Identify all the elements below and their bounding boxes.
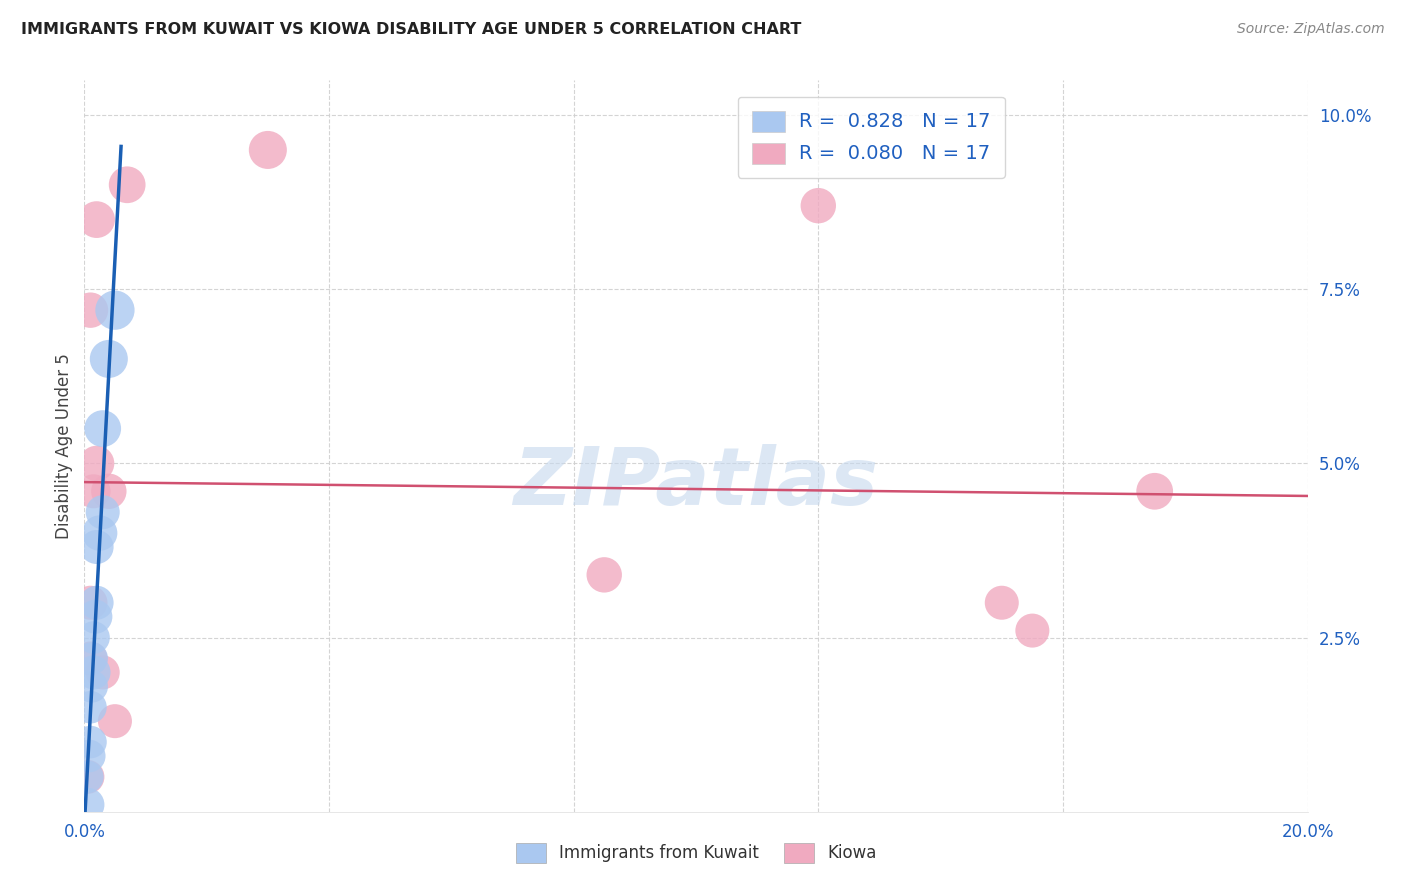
Point	[91, 421, 114, 435]
Point	[83, 484, 105, 499]
Point	[83, 631, 105, 645]
Text: IMMIGRANTS FROM KUWAIT VS KIOWA DISABILITY AGE UNDER 5 CORRELATION CHART: IMMIGRANTS FROM KUWAIT VS KIOWA DISABILI…	[21, 22, 801, 37]
Point	[91, 505, 114, 519]
Point	[104, 714, 127, 728]
Point	[80, 651, 103, 665]
Point	[79, 651, 101, 665]
Point	[89, 526, 111, 541]
Point	[97, 351, 120, 366]
Y-axis label: Disability Age Under 5: Disability Age Under 5	[55, 353, 73, 539]
Point	[79, 596, 101, 610]
Point	[76, 770, 98, 784]
Point	[76, 770, 98, 784]
Point	[86, 212, 108, 227]
Point	[807, 199, 830, 213]
Point	[79, 700, 101, 714]
Point	[115, 178, 138, 192]
Text: ZIPatlas: ZIPatlas	[513, 443, 879, 522]
Point	[76, 797, 98, 812]
Point	[80, 679, 103, 693]
Point	[1143, 484, 1166, 499]
Text: Source: ZipAtlas.com: Source: ZipAtlas.com	[1237, 22, 1385, 37]
Point	[79, 735, 101, 749]
Point	[991, 596, 1014, 610]
Point	[257, 143, 280, 157]
Point	[86, 596, 108, 610]
Point	[86, 457, 108, 471]
Point	[1021, 624, 1043, 638]
Point	[83, 665, 105, 680]
Point	[91, 665, 114, 680]
Point	[77, 749, 100, 764]
Point	[86, 540, 108, 554]
Point	[84, 609, 107, 624]
Legend: Immigrants from Kuwait, Kiowa: Immigrants from Kuwait, Kiowa	[509, 837, 883, 869]
Point	[104, 303, 127, 318]
Point	[593, 567, 616, 582]
Point	[79, 303, 101, 318]
Point	[97, 484, 120, 499]
